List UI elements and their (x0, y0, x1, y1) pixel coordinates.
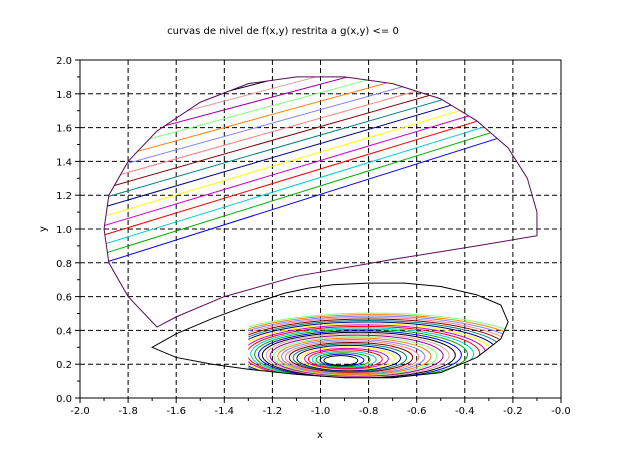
level-curve (273, 336, 438, 377)
x-tick-label: -1.4 (215, 406, 235, 417)
y-tick-label: 1.2 (56, 191, 72, 202)
x-axis-label: x (317, 430, 323, 441)
level-curve (319, 353, 365, 367)
level-curve (104, 117, 537, 271)
region-boundary (151, 282, 509, 379)
level-curve (277, 337, 432, 376)
x-tick-label: -1.6 (166, 406, 186, 417)
region-boundary (103, 76, 538, 328)
level-curve (257, 330, 462, 378)
level-curve (265, 333, 450, 378)
y-tick-label: 1.4 (56, 157, 72, 168)
level-curve (248, 325, 481, 378)
level-curve (104, 76, 537, 149)
region-boundaries (103, 76, 538, 379)
level-curve (104, 102, 537, 253)
level-curve (307, 349, 383, 369)
level-curve (104, 76, 537, 159)
level-curve (300, 346, 395, 371)
x-tick-label: -0.0 (551, 406, 571, 417)
level-curve (248, 317, 509, 378)
x-tick-label: -0.2 (503, 406, 523, 417)
level-curve (296, 344, 402, 372)
level-curve (248, 318, 509, 378)
x-tick-label: -0.8 (359, 406, 379, 417)
x-tick-label: -0.4 (455, 406, 475, 417)
y-tick-label: 0.2 (56, 360, 72, 371)
x-tick-label: -1.2 (263, 406, 283, 417)
y-tick-label: 0.0 (56, 394, 72, 405)
level-curve (254, 328, 469, 378)
level-curve (250, 327, 475, 378)
level-curve (248, 312, 509, 378)
level-curve (281, 339, 426, 375)
y-tick-label: 0.8 (56, 259, 72, 270)
x-tick-label: -1.0 (311, 406, 331, 417)
level-curve (288, 341, 414, 373)
level-curve (269, 334, 444, 377)
level-curve (261, 331, 456, 378)
level-curve (304, 347, 389, 370)
y-axis-label: y (38, 226, 49, 232)
level-curve (104, 76, 537, 178)
x-tick-label: -1.8 (118, 406, 138, 417)
y-tick-label: 1.6 (56, 124, 72, 135)
grid (80, 60, 561, 398)
level-curve (104, 76, 537, 187)
level-curve (292, 343, 408, 373)
level-curve (104, 110, 537, 262)
x-tick-label: -0.6 (407, 406, 427, 417)
level-curve (248, 314, 509, 378)
level-curve (311, 350, 377, 369)
y-tick-label: 1.0 (56, 225, 72, 236)
level-curve (323, 355, 359, 366)
axis-ticks: -2.0 -1.8 -1.6 -1.4 -1.2 -1.0 -0.8 -0.6 -0.4 -0.2… (56, 56, 571, 417)
y-tick-label: 1.8 (56, 90, 72, 101)
level-curve (248, 315, 509, 378)
level-curve (315, 352, 371, 368)
y-tick-label: 0.6 (56, 293, 72, 304)
y-tick-label: 0.4 (56, 326, 72, 337)
level-curve (104, 76, 537, 168)
chart-title: curvas de nivel de f(x,y) restrita a g(x… (167, 26, 399, 37)
y-tick-label: 2.0 (56, 56, 72, 67)
x-tick-label: -2.0 (70, 406, 90, 417)
level-curve (284, 340, 420, 374)
